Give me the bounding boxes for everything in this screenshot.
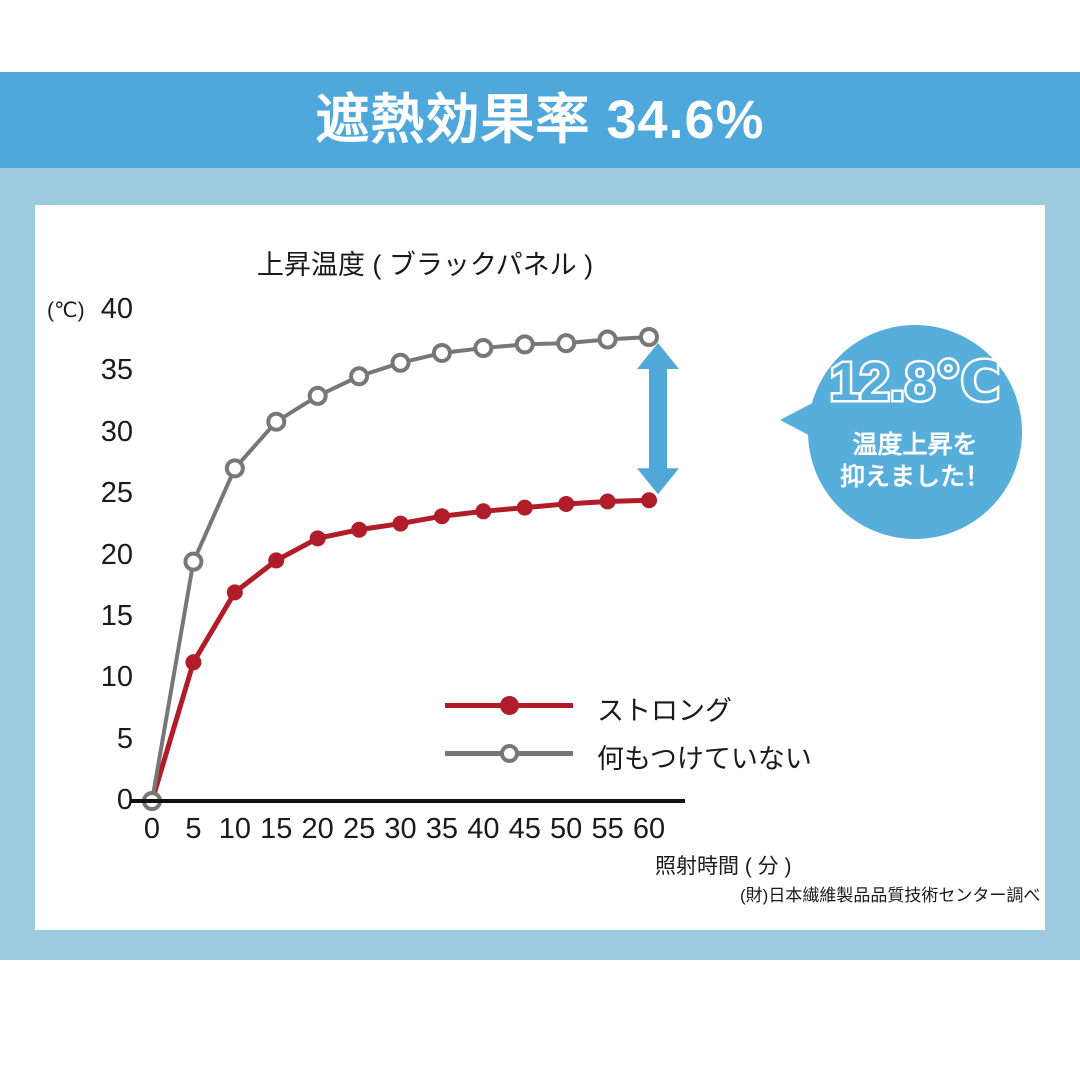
legend: ストロング 何もつけていない bbox=[445, 685, 825, 781]
callout-bubble: 12.8℃ 温度上昇を 抑えました！ bbox=[808, 325, 1022, 539]
data-point bbox=[431, 342, 452, 363]
legend-label: ストロング bbox=[597, 696, 732, 726]
legend-marker bbox=[500, 696, 519, 715]
data-point bbox=[597, 329, 618, 350]
x-tick-label: 45 bbox=[508, 813, 541, 845]
data-point bbox=[639, 327, 659, 348]
y-tick-label: 35 bbox=[100, 354, 133, 387]
x-tick-label: 40 bbox=[467, 813, 500, 845]
arrow-head-up bbox=[637, 343, 679, 370]
plot-canvas bbox=[130, 327, 685, 811]
legend-label: 何もつけていない bbox=[597, 744, 812, 774]
x-tick-label: 15 bbox=[260, 813, 293, 845]
callout-subtext-line2: 抑えました！ bbox=[839, 463, 990, 491]
data-point bbox=[473, 338, 494, 359]
data-point bbox=[475, 503, 492, 520]
chart-card bbox=[35, 205, 1045, 930]
page-title: 遮熱効果率 34.6% bbox=[315, 90, 765, 150]
data-point bbox=[514, 334, 535, 355]
data-point bbox=[185, 654, 202, 671]
data-point bbox=[351, 521, 368, 538]
arrow-head-down bbox=[637, 468, 679, 495]
data-point bbox=[392, 515, 409, 532]
x-tick-label: 50 bbox=[550, 813, 583, 845]
y-tick-label: 20 bbox=[100, 538, 133, 571]
data-point bbox=[349, 366, 370, 387]
x-tick-label: 60 bbox=[632, 813, 666, 845]
data-point bbox=[183, 551, 204, 572]
callout-subtext: 温度上昇を 抑えました！ bbox=[808, 429, 1022, 493]
data-point bbox=[268, 552, 285, 569]
callout-subtext-line1: 温度上昇を bbox=[852, 431, 978, 459]
y-tick-label: 15 bbox=[100, 599, 133, 632]
legend-item-strong[interactable]: ストロング bbox=[445, 685, 825, 733]
x-tick-label: 20 bbox=[301, 813, 334, 845]
arrow-shaft bbox=[649, 365, 667, 473]
x-tick-label: 30 bbox=[384, 813, 417, 845]
y-tick-label: 25 bbox=[100, 477, 133, 510]
series-layer bbox=[142, 327, 659, 811]
callout-value: 12.8℃ bbox=[827, 352, 1003, 412]
data-point bbox=[266, 411, 287, 432]
difference-arrow bbox=[637, 343, 679, 495]
x-tick-label: 0 bbox=[143, 813, 161, 845]
x-tick-label: 35 bbox=[425, 813, 459, 845]
y-tick-label: 10 bbox=[100, 661, 133, 694]
data-point bbox=[556, 333, 577, 354]
data-point bbox=[226, 584, 243, 601]
data-point bbox=[641, 492, 657, 509]
y-axis-unit-label: (℃) bbox=[47, 299, 85, 322]
x-tick-label: 10 bbox=[218, 813, 251, 845]
x-tick-label: 25 bbox=[342, 813, 376, 845]
data-point bbox=[433, 508, 450, 525]
data-point bbox=[558, 495, 575, 512]
x-tick-label: 5 bbox=[185, 813, 202, 845]
source-note: (財)日本繊維製品品質技術センター調べ bbox=[740, 886, 1041, 905]
y-tick-label: 0 bbox=[116, 784, 133, 816]
legend-marker bbox=[500, 744, 519, 763]
legend-item-none[interactable]: 何もつけていない bbox=[445, 733, 825, 781]
x-axis-label: 照射時間 ( 分 ) bbox=[655, 855, 792, 878]
y-tick-label: 30 bbox=[100, 415, 133, 448]
data-point bbox=[599, 493, 616, 510]
data-point bbox=[307, 385, 328, 406]
x-tick-label: 55 bbox=[591, 813, 624, 845]
y-tick-label: 5 bbox=[116, 722, 133, 755]
data-point bbox=[390, 352, 411, 373]
data-point bbox=[309, 530, 326, 547]
data-point bbox=[224, 458, 245, 479]
chart-title: 上昇温度 ( ブラックパネル ) bbox=[256, 250, 594, 280]
header-banner: 遮熱効果率 34.6% bbox=[0, 72, 1080, 168]
data-point bbox=[516, 499, 533, 516]
y-tick-label: 40 bbox=[100, 293, 133, 325]
